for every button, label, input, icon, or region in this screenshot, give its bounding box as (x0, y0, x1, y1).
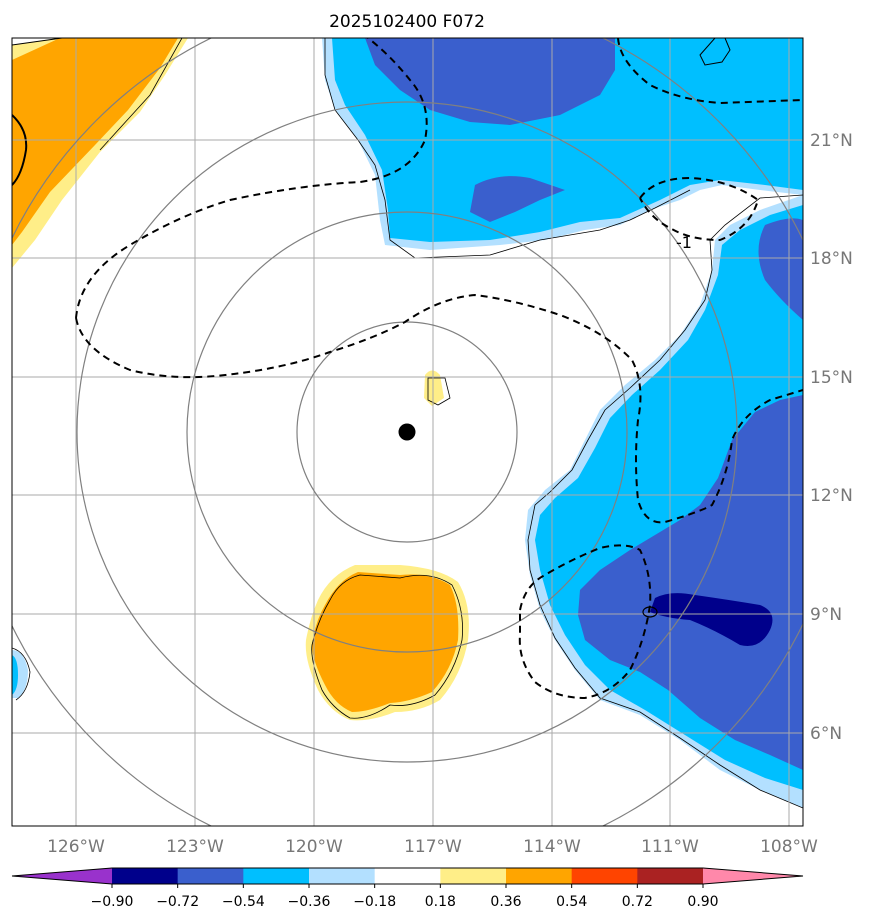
colorbar-tick-label: 0.36 (490, 894, 521, 910)
colorbar-tick-label: −0.54 (222, 894, 265, 910)
colorbar-tick-label: 0.90 (687, 894, 718, 910)
contour-label: -1 (676, 233, 692, 252)
colorbar-bin (374, 868, 441, 884)
colorbar (11, 867, 804, 885)
colorbar-ticks: −0.90 −0.72 −0.54 −0.36 −0.18 0.18 0.36 0.54 0.7… (91, 884, 719, 910)
storm-center-marker (398, 423, 416, 441)
graticule (12, 38, 803, 826)
colorbar-bin (243, 868, 310, 884)
colorbar-extend-low (12, 868, 112, 884)
lat-label: 21°N (810, 131, 853, 151)
lat-label: 15°N (810, 368, 853, 388)
colorbar-extend-high (703, 868, 803, 884)
dashed-contours (75, 38, 803, 700)
lon-label: 123°W (166, 837, 224, 857)
lon-label: 126°W (47, 837, 105, 857)
colorbar-bin (112, 868, 179, 884)
lon-label: 120°W (285, 837, 343, 857)
map-title: 2025102400 F072 (329, 12, 485, 32)
negative-anomaly-west (12, 647, 31, 701)
colorbar-tick-label: −0.36 (288, 894, 331, 910)
map-area: -1 (12, 38, 803, 826)
lat-label: 18°N (810, 249, 853, 269)
colorbar-bin (309, 868, 376, 884)
colorbar-tick-label: 0.54 (556, 894, 587, 910)
colorbar-bin (506, 868, 573, 884)
negative-anomaly-north (322, 38, 803, 259)
latitude-labels: 21°N 18°N 15°N 12°N 9°N 6°N (810, 131, 853, 744)
colorbar-bin (637, 868, 704, 884)
positive-anomaly-northwest (12, 38, 188, 268)
colorbar-bin (571, 868, 638, 884)
map-frame (11, 37, 804, 827)
lat-label: 12°N (810, 486, 853, 506)
lon-label: 117°W (404, 837, 462, 857)
colorbar-bin (177, 868, 244, 884)
colorbar-tick-label: 0.18 (425, 894, 456, 910)
lon-label: 111°W (641, 837, 699, 857)
lon-label: 114°W (523, 837, 581, 857)
lon-label: 108°W (760, 837, 818, 857)
colorbar-tick-label: −0.18 (353, 894, 396, 910)
positive-anomaly-south (305, 370, 469, 721)
small-contour-loop (642, 606, 658, 618)
range-rings (12, 38, 803, 826)
colorbar-tick-label: −0.90 (91, 894, 134, 910)
colorbar-tick-label: 0.72 (622, 894, 653, 910)
colorbar-bin (440, 868, 507, 884)
lat-label: 6°N (810, 724, 842, 744)
colorbar-tick-label: −0.72 (156, 894, 199, 910)
longitude-labels: 126°W 123°W 120°W 117°W 114°W 111°W 108°… (47, 837, 818, 857)
lat-label: 9°N (810, 605, 842, 625)
negative-anomaly-east (525, 194, 803, 809)
